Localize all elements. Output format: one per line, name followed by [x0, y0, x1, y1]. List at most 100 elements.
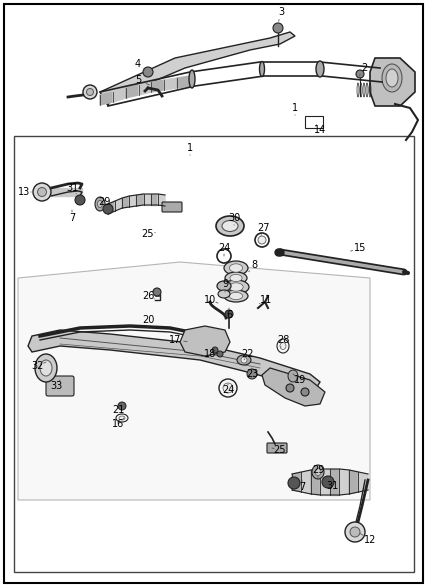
- Polygon shape: [348, 470, 358, 494]
- Ellipse shape: [222, 221, 237, 231]
- Ellipse shape: [224, 290, 248, 302]
- Polygon shape: [339, 469, 348, 495]
- Ellipse shape: [218, 290, 230, 298]
- Text: 25: 25: [141, 229, 154, 239]
- Ellipse shape: [236, 355, 250, 365]
- Ellipse shape: [229, 264, 242, 272]
- Bar: [14, 136, 413, 572]
- Ellipse shape: [95, 197, 105, 211]
- Ellipse shape: [40, 360, 52, 376]
- Ellipse shape: [228, 283, 242, 291]
- Text: 7: 7: [69, 213, 75, 223]
- Circle shape: [83, 85, 97, 99]
- Circle shape: [75, 195, 85, 205]
- Ellipse shape: [259, 62, 264, 76]
- Ellipse shape: [381, 64, 401, 92]
- Text: 27: 27: [257, 223, 270, 233]
- Ellipse shape: [216, 216, 243, 236]
- Text: 33: 33: [50, 381, 62, 391]
- Circle shape: [153, 288, 161, 296]
- Polygon shape: [310, 469, 320, 495]
- Text: 16: 16: [112, 419, 124, 429]
- Text: 21: 21: [112, 405, 124, 415]
- Text: 2: 2: [360, 63, 366, 73]
- Polygon shape: [143, 194, 150, 205]
- Bar: [304, 116, 322, 128]
- FancyBboxPatch shape: [161, 202, 181, 212]
- Text: 24: 24: [221, 385, 233, 395]
- Ellipse shape: [287, 370, 297, 382]
- Ellipse shape: [189, 70, 195, 88]
- Polygon shape: [138, 82, 151, 95]
- Circle shape: [285, 384, 294, 392]
- Ellipse shape: [224, 261, 248, 275]
- Circle shape: [287, 477, 299, 489]
- Polygon shape: [108, 201, 115, 214]
- Text: 7: 7: [298, 482, 305, 492]
- Text: 26: 26: [141, 291, 154, 301]
- Polygon shape: [180, 326, 230, 356]
- Circle shape: [103, 204, 113, 214]
- Ellipse shape: [216, 281, 230, 291]
- Ellipse shape: [222, 280, 248, 294]
- Polygon shape: [158, 194, 164, 206]
- Text: 1: 1: [187, 143, 193, 153]
- Text: 10: 10: [203, 295, 216, 305]
- Text: 8: 8: [250, 260, 256, 270]
- Polygon shape: [112, 88, 125, 102]
- Text: 5: 5: [135, 75, 141, 85]
- Text: 13: 13: [18, 187, 30, 197]
- Circle shape: [37, 187, 46, 197]
- Polygon shape: [100, 92, 112, 105]
- Polygon shape: [100, 32, 294, 106]
- Ellipse shape: [97, 201, 102, 207]
- Polygon shape: [320, 469, 329, 495]
- Polygon shape: [291, 472, 301, 492]
- Polygon shape: [358, 472, 367, 492]
- Text: 29: 29: [311, 465, 323, 475]
- Text: 19: 19: [293, 375, 305, 385]
- Text: 12: 12: [363, 535, 375, 545]
- Circle shape: [272, 23, 282, 33]
- Polygon shape: [28, 330, 319, 390]
- Ellipse shape: [314, 468, 320, 475]
- FancyBboxPatch shape: [266, 443, 286, 453]
- Polygon shape: [262, 368, 324, 406]
- Text: 1: 1: [291, 103, 297, 113]
- Ellipse shape: [35, 354, 57, 382]
- Circle shape: [300, 388, 308, 396]
- Circle shape: [143, 67, 153, 77]
- Text: 24: 24: [217, 243, 230, 253]
- Text: 20: 20: [141, 315, 154, 325]
- Circle shape: [246, 369, 256, 379]
- Polygon shape: [301, 470, 310, 494]
- Text: 31: 31: [325, 481, 337, 491]
- Circle shape: [344, 522, 364, 542]
- Text: 32: 32: [32, 361, 44, 371]
- Text: 6: 6: [225, 310, 231, 320]
- Polygon shape: [125, 85, 138, 98]
- Ellipse shape: [229, 292, 242, 299]
- Text: 9: 9: [222, 279, 227, 289]
- Polygon shape: [329, 469, 339, 495]
- Text: 25: 25: [273, 445, 285, 455]
- Ellipse shape: [315, 61, 323, 77]
- Text: 4: 4: [135, 59, 141, 69]
- Ellipse shape: [385, 69, 397, 87]
- Circle shape: [118, 402, 126, 410]
- Text: 11: 11: [259, 295, 271, 305]
- Polygon shape: [122, 196, 129, 208]
- Circle shape: [349, 527, 359, 537]
- Polygon shape: [177, 76, 190, 88]
- Ellipse shape: [311, 465, 323, 479]
- Polygon shape: [18, 262, 369, 500]
- Ellipse shape: [279, 342, 285, 349]
- Text: 28: 28: [276, 335, 288, 345]
- Circle shape: [86, 89, 93, 96]
- Circle shape: [240, 357, 246, 363]
- Polygon shape: [151, 80, 164, 92]
- Polygon shape: [129, 195, 136, 207]
- Text: 3: 3: [277, 7, 283, 17]
- Ellipse shape: [257, 236, 265, 244]
- Text: 30: 30: [227, 213, 239, 223]
